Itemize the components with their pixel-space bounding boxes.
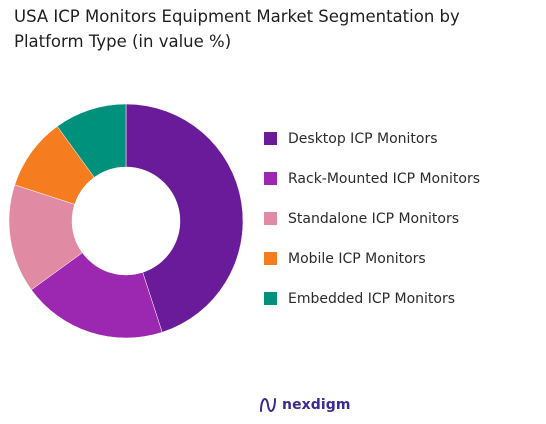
legend-swatch — [264, 252, 277, 265]
legend-item: Desktop ICP Monitors — [262, 129, 542, 149]
legend-swatch — [264, 172, 277, 185]
legend-label: Mobile ICP Monitors — [288, 251, 426, 267]
legend-item: Mobile ICP Monitors — [262, 249, 542, 269]
legend-item: Rack-Mounted ICP Monitors — [262, 169, 542, 189]
chart-legend: Desktop ICP Monitors Rack-Mounted ICP Mon… — [262, 129, 542, 329]
legend-label: Desktop ICP Monitors — [288, 131, 438, 147]
legend-label: Standalone ICP Monitors — [288, 211, 459, 227]
legend-swatch — [264, 212, 277, 225]
legend-item: Standalone ICP Monitors — [262, 209, 542, 229]
brand-logo: nexdigm — [258, 394, 351, 416]
nexdigm-logo-icon — [260, 397, 276, 413]
legend-swatch — [264, 292, 277, 305]
chart-title: USA ICP Monitors Equipment Market Segmen… — [14, 7, 460, 51]
brand-name: nexdigm — [282, 397, 351, 413]
legend-item: Embedded ICP Monitors — [262, 289, 542, 309]
donut-slice-desktop-icp-monitors — [125, 103, 244, 333]
legend-label: Rack-Mounted ICP Monitors — [288, 171, 480, 187]
donut-slice-rack-mounted-icp-monitors — [30, 252, 163, 339]
donut-slice-embedded-icp-monitors — [56, 103, 127, 178]
legend-label: Embedded ICP Monitors — [288, 291, 456, 307]
legend-swatch — [264, 132, 277, 145]
